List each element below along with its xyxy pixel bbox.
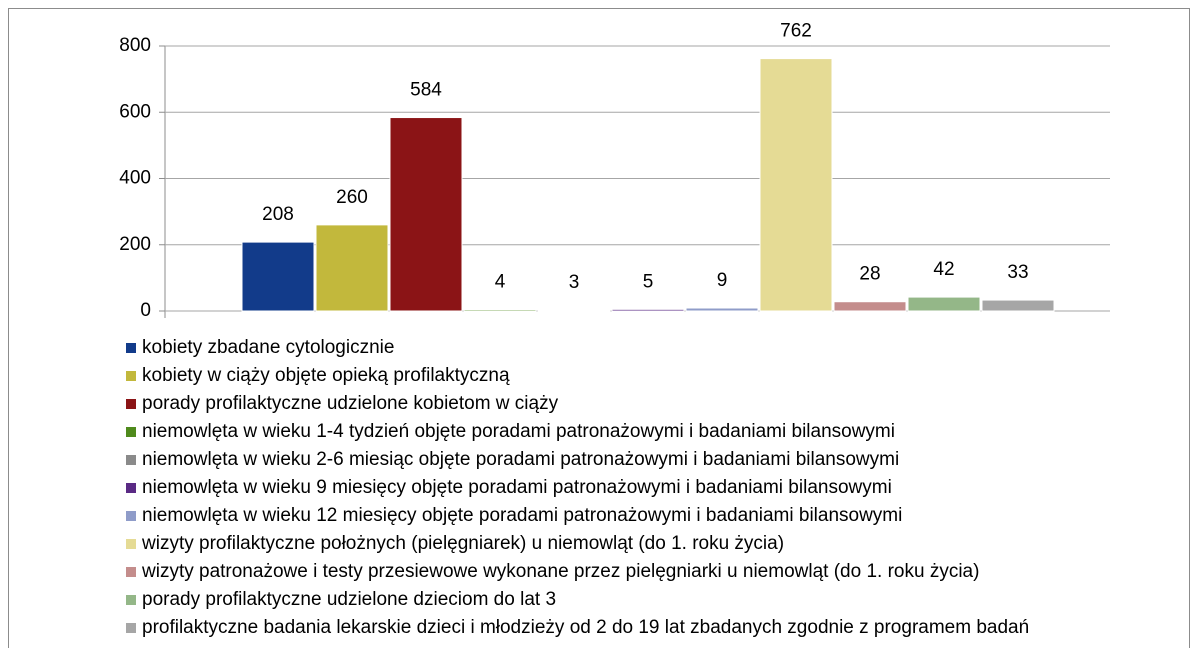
legend-swatch xyxy=(126,567,136,577)
y-tick-label: 0 xyxy=(140,300,151,321)
data-label: 9 xyxy=(717,270,728,291)
legend-label: porady profilaktyczne udzielone kobietom… xyxy=(142,393,559,414)
legend-label: wizyty patronażowe i testy przesiewowe w… xyxy=(141,561,979,582)
data-label: 762 xyxy=(780,21,812,42)
bar xyxy=(463,309,537,312)
legend-swatch xyxy=(126,595,136,605)
y-tick-label: 800 xyxy=(119,35,151,56)
legend-swatch xyxy=(126,343,136,353)
legend-label: niemowlęta w wieku 2-6 miesiąc objęte po… xyxy=(142,449,899,470)
legend-label: kobiety zbadane cytologicznie xyxy=(142,337,394,358)
y-tick-label: 600 xyxy=(119,101,151,122)
legend-swatch xyxy=(126,427,136,437)
legend-swatch xyxy=(126,455,136,465)
bar xyxy=(241,241,315,312)
legend-swatch xyxy=(126,539,136,549)
legend-label: kobiety w ciąży objęte opieką profilakty… xyxy=(142,365,510,386)
legend-swatch xyxy=(126,483,136,493)
data-label: 584 xyxy=(410,80,442,101)
bar xyxy=(907,296,981,312)
chart-border xyxy=(8,8,1190,648)
legend-swatch xyxy=(126,511,136,521)
data-label: 42 xyxy=(933,259,954,280)
bar xyxy=(389,117,463,312)
legend-label: wizyty profilaktyczne położnych (pielęgn… xyxy=(141,533,784,554)
bar xyxy=(833,301,907,312)
legend-label: niemowlęta w wieku 1-4 tydzień objęte po… xyxy=(142,421,895,442)
legend-swatch xyxy=(126,371,136,381)
legend-label: profilaktyczne badania lekarskie dzieci … xyxy=(142,617,1029,638)
bar xyxy=(981,299,1055,312)
data-label: 208 xyxy=(262,204,294,225)
bar xyxy=(759,58,833,312)
data-label: 3 xyxy=(569,272,580,293)
data-label: 33 xyxy=(1007,262,1028,283)
data-label: 4 xyxy=(495,272,506,293)
bar xyxy=(315,224,389,312)
legend-label: porady profilaktyczne udzielone dzieciom… xyxy=(142,589,556,610)
data-label: 5 xyxy=(643,271,654,292)
bar xyxy=(611,308,685,312)
legend-swatch xyxy=(126,399,136,409)
legend-label: niemowlęta w wieku 9 miesięcy objęte por… xyxy=(142,477,892,498)
bar xyxy=(685,307,759,312)
data-label: 28 xyxy=(859,264,880,285)
legend-swatch xyxy=(126,623,136,633)
bar xyxy=(537,309,611,312)
legend-label: niemowlęta w wieku 12 miesięcy objęte po… xyxy=(142,505,902,526)
y-tick-label: 200 xyxy=(119,234,151,255)
data-label: 260 xyxy=(336,187,368,208)
y-tick-label: 400 xyxy=(119,168,151,189)
